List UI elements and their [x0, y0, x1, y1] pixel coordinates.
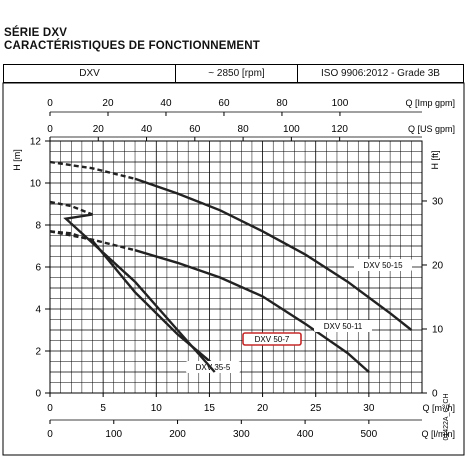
x-tick-label: 20 [257, 403, 269, 414]
imp-gpm-tick-label: 80 [276, 98, 288, 109]
us-gpm-tick-label: 80 [238, 124, 250, 135]
imp-gpm-axis-label: Q [Imp gpm] [405, 98, 455, 108]
curve-dxv-50-15-dashed [49, 160, 136, 180]
lmin-tick-label: 100 [105, 429, 122, 440]
curve-label-box-dxv-50-11 [314, 320, 372, 332]
y-tick-label: 4 [35, 305, 41, 316]
model-cell: DXV [4, 65, 176, 82]
curve-label-dxv-50-15: DXV 50-15 [363, 261, 403, 270]
curve-label-box-dxv-50-15 [354, 259, 412, 271]
ft-tick-label: 10 [432, 324, 444, 335]
imp-gpm-tick-label: 40 [160, 98, 172, 109]
curve-dxv-50-7-dashed [49, 200, 93, 216]
curve-label-dxv-35-5: DXV 35-5 [196, 363, 231, 372]
imp-gpm-tick-label: 20 [102, 98, 114, 109]
us-gpm-tick-label: 20 [93, 124, 105, 135]
ft-tick-label: 0 [432, 389, 438, 400]
us-gpm-tick-label: 60 [189, 124, 201, 135]
us-gpm-tick-label: 0 [47, 124, 53, 135]
lmin-tick-label: 500 [361, 429, 378, 440]
ft-tick-label: 30 [432, 196, 444, 207]
us-gpm-tick-label: 40 [141, 124, 153, 135]
curve-dxv-50-7 [63, 213, 216, 373]
curve-label-box-dxv-50-7 [242, 332, 302, 346]
lmin-tick-label: 400 [297, 429, 314, 440]
curve-dxv-50-11-dashed [49, 230, 136, 252]
us-gpm-tick-label: 120 [331, 124, 348, 135]
x-tick-label: 5 [100, 403, 106, 414]
us-gpm-tick-label: 100 [283, 124, 300, 135]
imp-gpm-tick-label: 60 [218, 98, 230, 109]
x-tick-label: 25 [310, 403, 322, 414]
chart-title: SÉRIE DXV [4, 27, 68, 39]
y-tick-label: 8 [35, 221, 41, 232]
curve-dxv-35-5 [91, 240, 221, 371]
y-axis-label: H [m] [12, 149, 22, 171]
y-tick-label: 10 [30, 179, 42, 190]
y-tick-label: 0 [35, 389, 41, 400]
standard-cell: ISO 9906:2012 - Grade 3B [321, 68, 440, 79]
x-axis-label: Q [m³/h] [422, 403, 455, 413]
chart-subtitle: CARACTÉRISTIQUES DE FONCTIONNEMENT [4, 40, 260, 52]
lmin-tick-label: 0 [47, 429, 53, 440]
lmin-axis-label: Q [l/min] [421, 429, 455, 439]
x-tick-label: 10 [151, 403, 163, 414]
x-tick-label: 0 [47, 403, 53, 414]
lmin-tick-label: 300 [233, 429, 250, 440]
curve-dxv-50-11 [134, 249, 370, 373]
speed-cell: ~ 2850 [rpm] [176, 65, 298, 82]
y-tick-label: 12 [30, 137, 42, 148]
us-gpm-axis-label: Q [US gpm] [408, 124, 455, 134]
drawing-code: 01422A_C_CH [443, 393, 450, 440]
chart-frame [2, 82, 465, 456]
ft-axis-label: H [ft] [430, 150, 440, 169]
x-tick-label: 30 [363, 403, 375, 414]
curve-dxv-50-15 [134, 177, 413, 331]
curve-label-dxv-50-7: DXV 50-7 [255, 335, 290, 344]
y-tick-label: 2 [35, 347, 41, 358]
curve-label-box-dxv-35-5 [186, 361, 240, 373]
imp-gpm-tick-label: 0 [47, 98, 53, 109]
ft-tick-label: 20 [432, 260, 444, 271]
y-tick-label: 6 [35, 263, 41, 274]
imp-gpm-tick-label: 100 [332, 98, 349, 109]
curve-label-dxv-50-11: DXV 50-11 [324, 322, 363, 331]
x-tick-label: 15 [204, 403, 216, 414]
lmin-tick-label: 200 [169, 429, 186, 440]
